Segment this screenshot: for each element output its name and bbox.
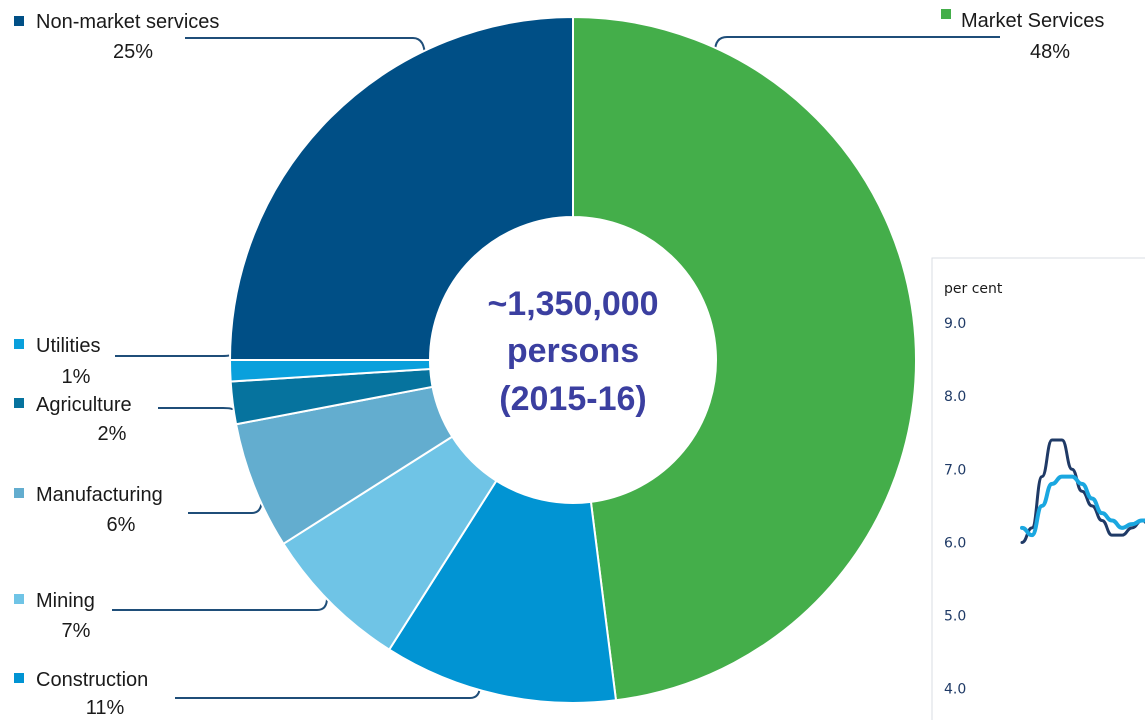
legend-swatch-agriculture [14,398,24,408]
inset-line-chart: per cent 9.0 8.0 7.0 6.0 5.0 4.0 [931,257,1145,720]
slice-value-construction: 11% [86,697,125,719]
slice-label-construction: Construction [36,669,148,691]
leader-line-agriculture [158,407,234,411]
slice-value-manufacturing: 6% [107,514,136,536]
legend-swatch-non-market-services [14,16,24,26]
center-label-line-3: (2015-16) [499,380,646,418]
legend-swatch-manufacturing [14,488,24,498]
slice-value-utilities: 1% [62,366,91,388]
inset-series-line-2 [1020,474,1145,538]
slice-label-non-market-services: Non-market services [36,11,219,33]
inset-y-tick-label: 5.0 [944,609,966,625]
leader-line-manufacturing [188,497,263,514]
slice-label-manufacturing: Manufacturing [36,484,163,506]
legend-swatch-construction [14,673,24,683]
leader-line-construction [175,684,481,699]
slice-value-mining: 7% [62,620,91,642]
donut-center-label: ~1,350,000 persons (2015-16) [487,285,658,418]
legend-swatch-mining [14,594,24,604]
slice-label-market-services: Market Services [961,10,1104,32]
slice-label-mining: Mining [36,590,95,612]
inset-y-tick-label: 8.0 [944,389,966,405]
leader-line-mining [112,597,328,611]
center-label-line-1: ~1,350,000 [487,285,658,323]
leader-line-non-market-services [185,37,426,59]
slice-value-market-services: 48% [1030,41,1070,63]
slice-label-utilities: Utilities [36,335,100,357]
slice-market-services [572,15,917,702]
slice-value-non-market-services: 25% [113,41,153,63]
slice-non-market-services [228,15,574,361]
slice-labels: Market Services 48% Construction 11% Mining 7… [14,9,1104,719]
leader-line-utilities [115,354,231,357]
inset-y-tick-label: 9.0 [944,316,966,332]
slice-label-agriculture: Agriculture [36,394,132,416]
leader-line-market-services [714,36,1000,53]
slice-value-agriculture: 2% [98,423,127,445]
inset-y-tick-label: 4.0 [944,682,966,698]
slice-construction [387,479,618,704]
inset-y-axis-title: per cent [944,281,1003,297]
leader-lines [112,36,1000,699]
legend-swatch-market-services [941,9,951,19]
inset-series-line-1 [1020,438,1145,544]
inset-y-tick-label: 7.0 [944,462,966,478]
donut-slices [228,15,917,704]
center-label-line-2: persons [507,332,639,370]
legend-swatch-utilities [14,339,24,349]
inset-y-tick-label: 6.0 [944,535,966,551]
